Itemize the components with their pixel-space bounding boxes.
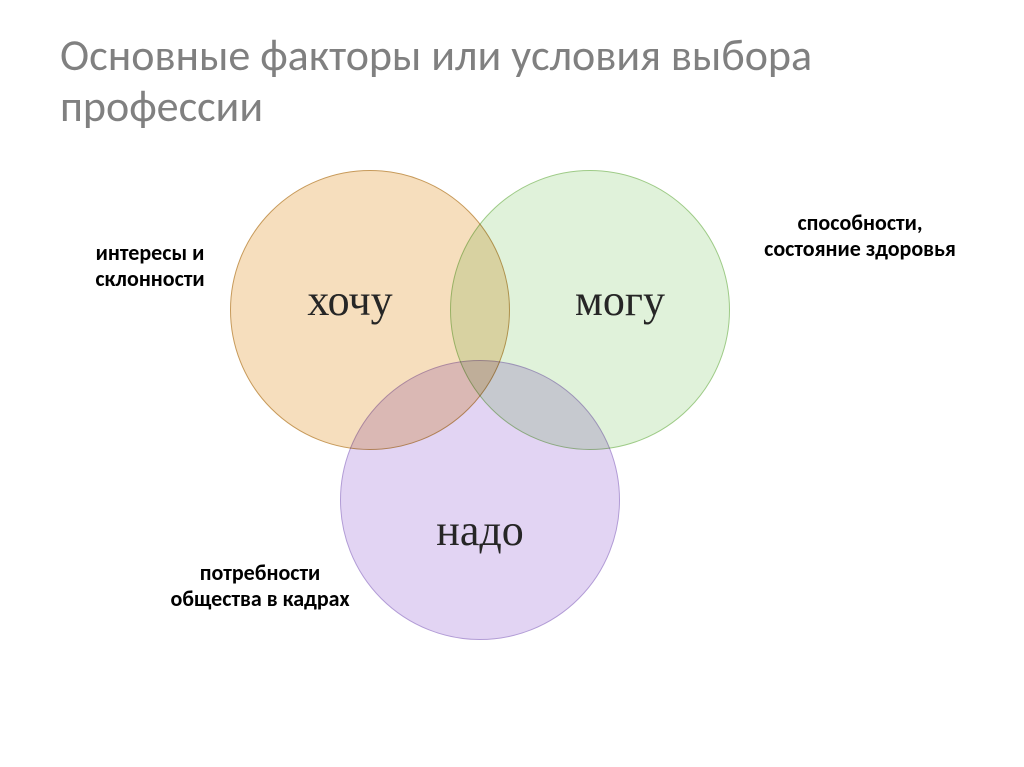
side-label-interests: интересы и склонности xyxy=(70,240,230,293)
side-label-abilities: способности, состояние здоровья xyxy=(760,210,960,263)
venn-label-can: могу xyxy=(575,275,665,326)
side-label-demand: потребности общества в кадрах xyxy=(170,560,350,613)
venn-label-want: хочу xyxy=(307,275,392,326)
venn-diagram: хочу могу надо интересы и склонности спо… xyxy=(0,180,1024,740)
venn-circle-need: надо xyxy=(340,360,620,640)
page-title: Основные факторы или условия выбора проф… xyxy=(60,30,984,131)
venn-label-need: надо xyxy=(436,505,523,556)
